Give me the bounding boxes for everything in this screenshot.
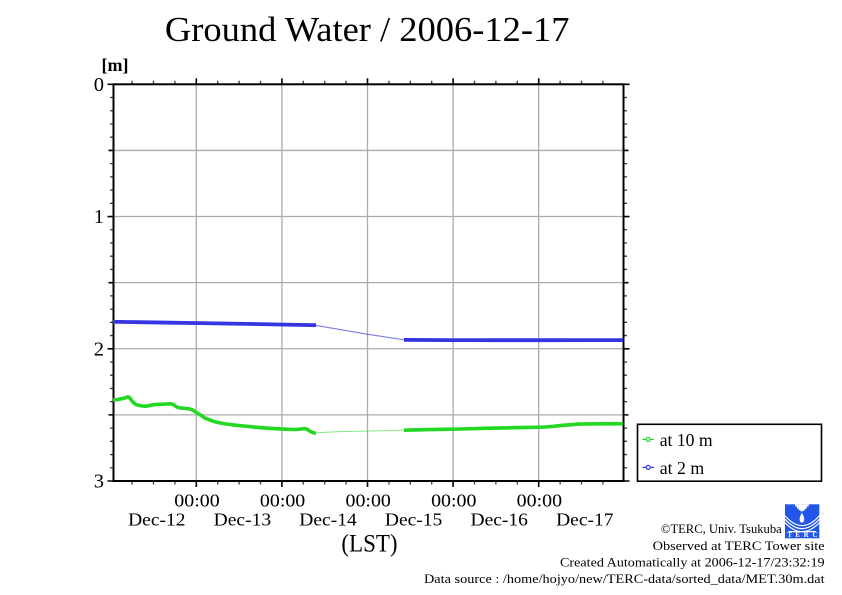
svg-text:(LST): (LST) — [341, 530, 397, 557]
svg-text:3: 3 — [94, 471, 104, 493]
svg-text:©TERC, Univ. Tsukuba: ©TERC, Univ. Tsukuba — [661, 521, 782, 536]
svg-text:1: 1 — [94, 206, 104, 228]
svg-text:Created Automatically at 2006-: Created Automatically at 2006-12-17/23:3… — [560, 554, 825, 569]
svg-text:00:00: 00:00 — [517, 491, 562, 511]
svg-text:2: 2 — [94, 338, 104, 360]
svg-text:C: C — [813, 532, 818, 539]
svg-text:Dec-16: Dec-16 — [471, 510, 529, 530]
svg-text:T: T — [787, 532, 792, 539]
svg-text:00:00: 00:00 — [174, 491, 219, 511]
svg-text:Dec-17: Dec-17 — [556, 510, 614, 530]
svg-text:at 10 m: at 10 m — [660, 430, 713, 450]
svg-text:E: E — [795, 532, 800, 539]
svg-text:R: R — [804, 532, 809, 539]
svg-text:Data source : /home/hojyo/new/: Data source : /home/hojyo/new/TERC-data/… — [424, 571, 825, 586]
svg-text:00:00: 00:00 — [346, 491, 391, 511]
svg-text:[m]: [m] — [102, 55, 129, 75]
svg-text:0: 0 — [94, 74, 104, 96]
svg-text:Dec-12: Dec-12 — [128, 510, 185, 530]
svg-text:Dec-13: Dec-13 — [214, 510, 272, 530]
svg-text:Dec-15: Dec-15 — [385, 510, 443, 530]
svg-text:Ground Water / 2006-12-17: Ground Water / 2006-12-17 — [165, 11, 570, 49]
svg-text:Dec-14: Dec-14 — [299, 510, 357, 530]
svg-text:Observed at TERC Tower site: Observed at TERC Tower site — [653, 538, 825, 553]
svg-text:at 2 m: at 2 m — [660, 458, 705, 478]
svg-text:00:00: 00:00 — [260, 491, 305, 511]
svg-text:00:00: 00:00 — [431, 491, 476, 511]
